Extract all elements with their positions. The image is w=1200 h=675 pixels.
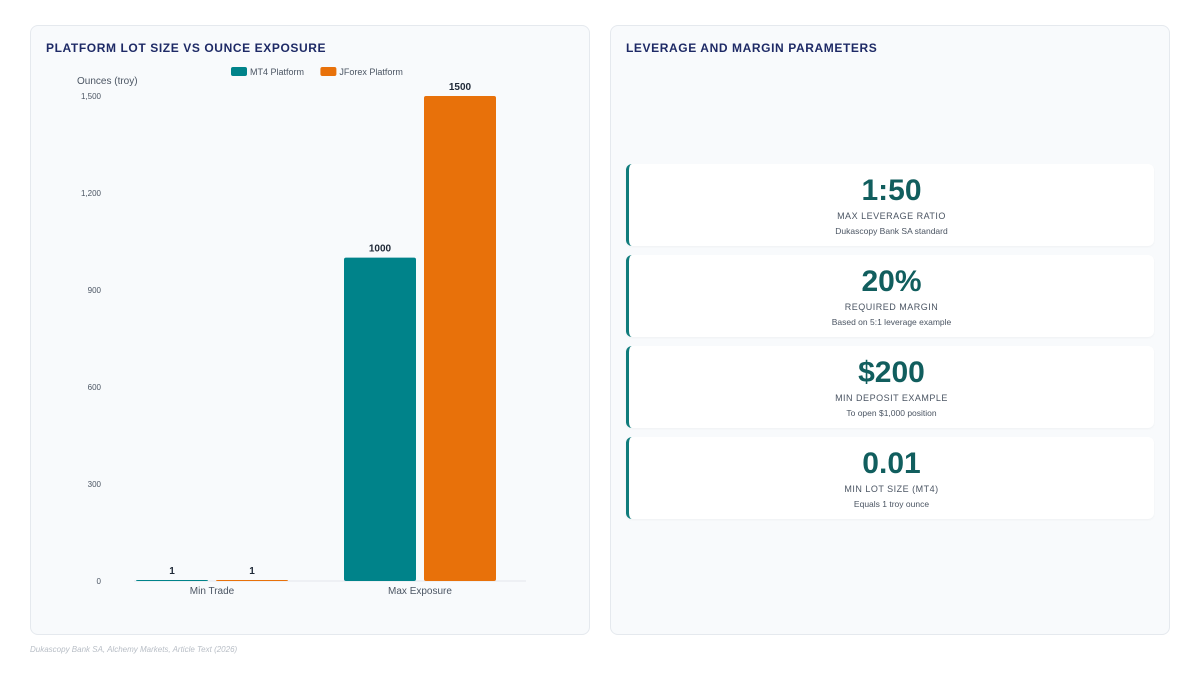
kpi-label: MAX LEVERAGE RATIO xyxy=(837,211,946,221)
y-tick-label: 0 xyxy=(97,577,102,586)
legend-label: JForex Platform xyxy=(339,67,403,77)
kpi-value: $200 xyxy=(858,356,925,389)
y-tick-label: 300 xyxy=(88,480,102,489)
chart-panel: PLATFORM LOT SIZE VS OUNCE EXPOSURE Ounc… xyxy=(30,25,590,635)
y-tick-label: 1,200 xyxy=(81,189,102,198)
data-label: 1000 xyxy=(369,244,392,255)
kpi-card-max-leverage: 1:50 MAX LEVERAGE RATIO Dukascopy Bank S… xyxy=(626,164,1154,246)
y-tick-label: 1,500 xyxy=(81,92,102,101)
legend-label: MT4 Platform xyxy=(250,67,304,77)
legend-swatch xyxy=(231,67,247,76)
kpi-label: MIN LOT SIZE (MT4) xyxy=(844,484,939,494)
kpi-subtext: To open $1,000 position xyxy=(846,408,937,418)
parameters-title: LEVERAGE AND MARGIN PARAMETERS xyxy=(626,41,878,55)
bar xyxy=(344,257,416,581)
parameters-panel: LEVERAGE AND MARGIN PARAMETERS 1:50 MAX … xyxy=(610,25,1170,635)
legend-swatch xyxy=(320,67,337,76)
kpi-card-min-deposit: $200 MIN DEPOSIT EXAMPLE To open $1,000 … xyxy=(626,346,1154,428)
kpi-label: MIN DEPOSIT EXAMPLE xyxy=(835,393,948,403)
kpi-card-required-margin: 20% REQUIRED MARGIN Based on 5:1 leverag… xyxy=(626,255,1154,337)
y-tick-label: 600 xyxy=(88,383,102,392)
data-label: 1500 xyxy=(449,82,472,93)
kpi-value: 1:50 xyxy=(861,174,922,207)
bar xyxy=(424,96,496,581)
bar xyxy=(136,580,208,581)
kpi-value: 20% xyxy=(861,265,922,298)
y-tick-label: 900 xyxy=(88,286,102,295)
kpi-label: REQUIRED MARGIN xyxy=(844,302,939,312)
x-tick-label: Max Exposure xyxy=(388,586,452,597)
kpi-card-min-lot-size: 0.01 MIN LOT SIZE (MT4) Equals 1 troy ou… xyxy=(626,437,1154,519)
y-axis-label: Ounces (troy) xyxy=(77,76,138,87)
data-label: 1 xyxy=(169,566,175,577)
bar-chart: Ounces (troy) 0 300 600 900 1,200 1,500 MT4 Pla… xyxy=(77,67,526,597)
chart-title: PLATFORM LOT SIZE VS OUNCE EXPOSURE xyxy=(46,41,327,55)
kpi-value: 0.01 xyxy=(862,447,921,480)
x-tick-label: Min Trade xyxy=(190,586,235,597)
kpi-subtext: Dukascopy Bank SA standard xyxy=(835,226,948,236)
source-note: Dukascopy Bank SA, Alchemy Markets, Arti… xyxy=(30,645,238,654)
bar xyxy=(216,580,288,581)
data-label: 1 xyxy=(249,566,255,577)
kpi-subtext: Equals 1 troy ounce xyxy=(853,499,930,509)
kpi-subtext: Based on 5:1 leverage example xyxy=(831,317,952,327)
